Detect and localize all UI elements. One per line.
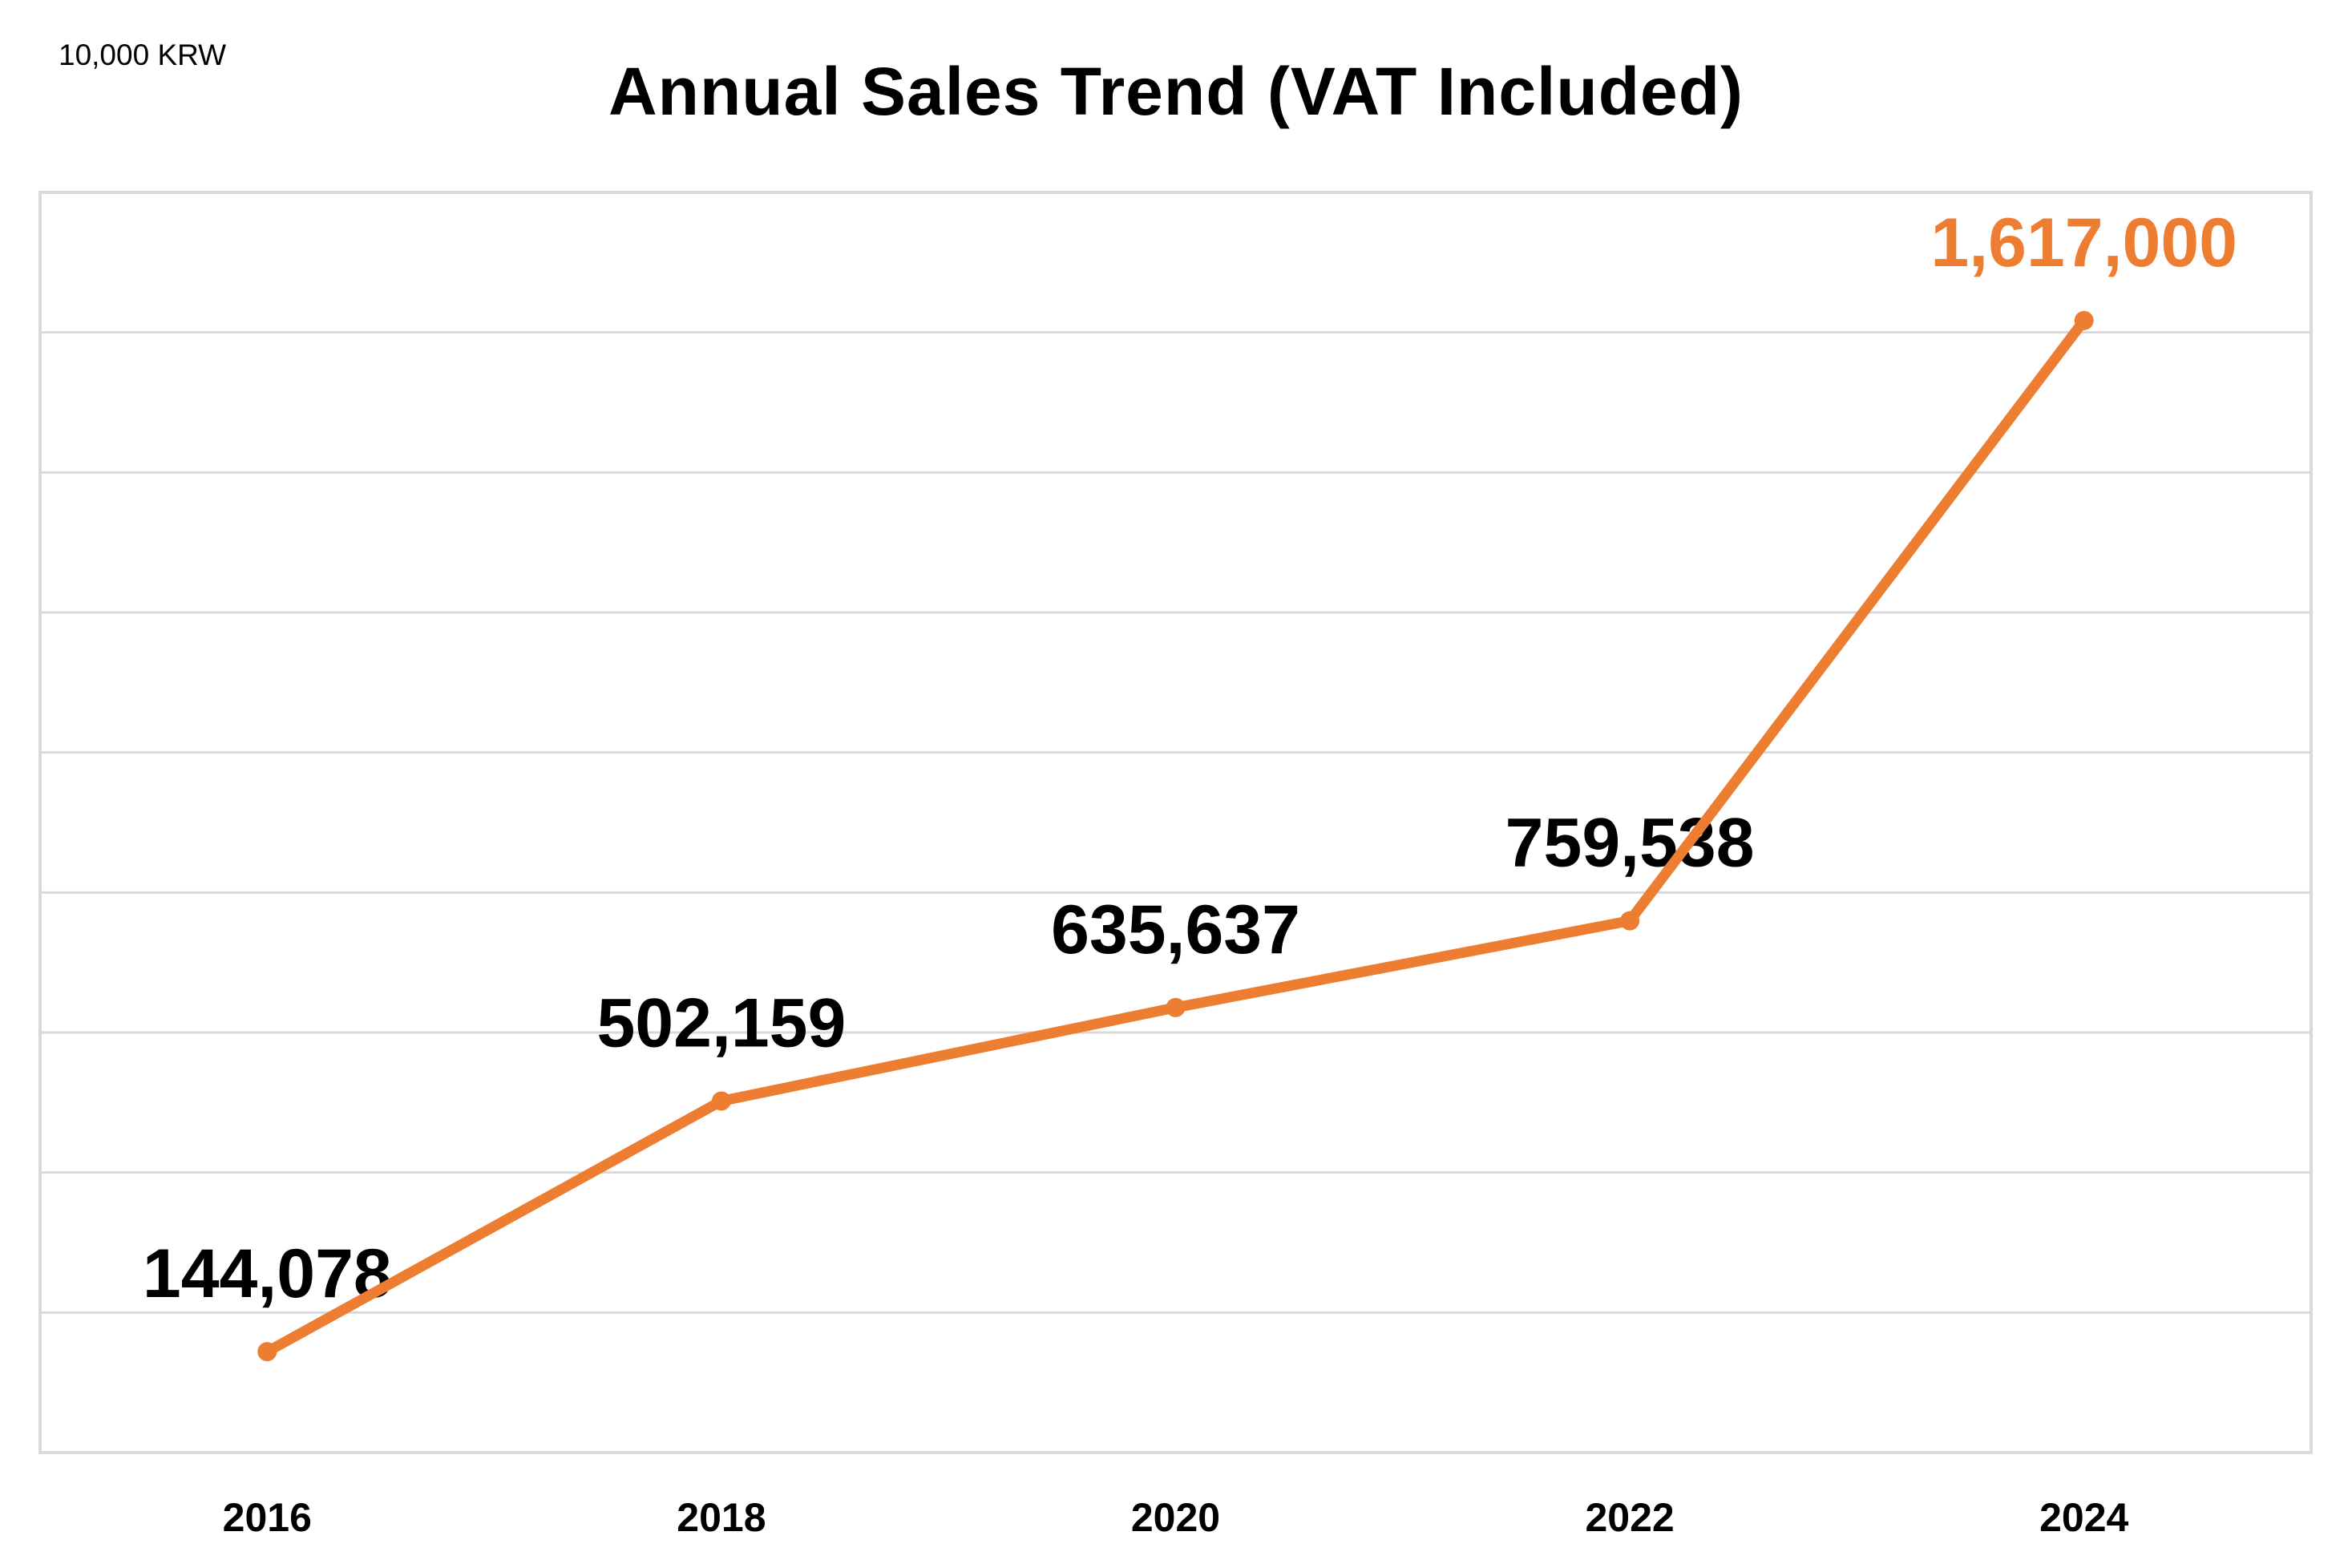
data-point-2016 (257, 1342, 277, 1362)
plot-area-frame (38, 191, 2313, 1454)
x-tick-label-2024: 2024 (2039, 1495, 2128, 1540)
x-axis-tick-labels: 2016 2018 2020 2022 2024 (223, 1495, 2129, 1540)
data-label-2024: 1,617,000 (1930, 204, 2237, 281)
data-point-2024 (2074, 310, 2094, 330)
x-tick-label-2018: 2018 (677, 1495, 766, 1540)
series-line (261, 315, 2090, 1357)
data-labels: 144,078 502,159 635,637 759,538 1,617,000 (143, 204, 2237, 1312)
data-point-2020 (1166, 997, 1186, 1017)
data-label-2016: 144,078 (143, 1235, 392, 1312)
unit-label: 10,000 KRW (59, 38, 227, 71)
x-tick-label-2020: 2020 (1131, 1495, 1220, 1540)
data-label-2018: 502,159 (596, 984, 846, 1061)
data-label-2020: 635,637 (1051, 891, 1300, 968)
data-label-2022: 759,538 (1505, 805, 1755, 882)
data-point-2018 (711, 1091, 731, 1111)
series-layer (257, 310, 2094, 1362)
x-tick-label-2016: 2016 (223, 1495, 312, 1540)
chart-title: Annual Sales Trend (VAT Included) (608, 54, 1744, 129)
gridlines (40, 331, 2311, 1314)
data-point-2022 (1620, 911, 1640, 931)
x-tick-label-2022: 2022 (1585, 1495, 1674, 1540)
